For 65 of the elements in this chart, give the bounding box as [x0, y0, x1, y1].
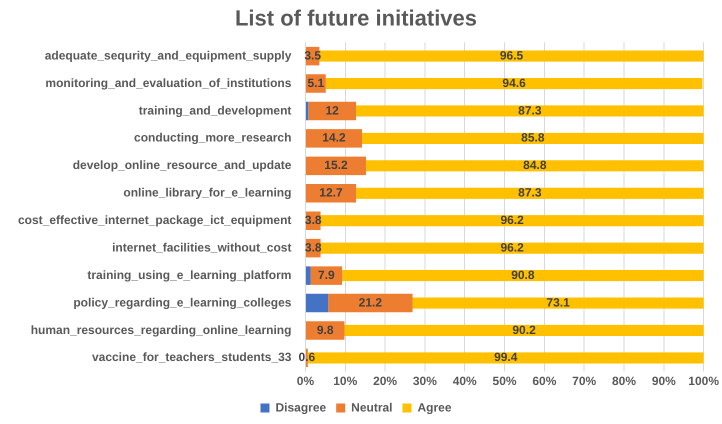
bar [319, 50, 704, 62]
x-tick-label: 60% [532, 374, 557, 388]
chart-title: List of future initiatives [234, 5, 478, 30]
y-tick-label: develop_online_resource_and_update [72, 158, 292, 172]
y-tick-label: human_resources_regarding_online_learning [30, 322, 292, 337]
y-tick-label: cost_effective_internet_package_ict_equipment [18, 213, 292, 228]
data-label: 87.3 [518, 103, 542, 118]
data-label: 21.2 [358, 295, 382, 310]
legend-label: Neutral [351, 400, 393, 414]
data-label: 90.2 [512, 322, 536, 337]
bar [366, 160, 704, 172]
x-tick-label: 20% [373, 374, 398, 388]
bar [356, 188, 704, 199]
data-label: 96.2 [500, 213, 524, 228]
data-label: 99.4 [494, 350, 518, 364]
x-tick-label: 40% [452, 374, 478, 388]
y-tick-label: policy_regarding_e_learning_colleges [73, 295, 292, 310]
y-tick-label: adequate_sequrity_and_equipment_supply [44, 48, 292, 62]
data-label: 12.7 [319, 186, 343, 200]
data-label: 14.2 [322, 130, 346, 145]
x-tick-label: 10% [333, 374, 358, 388]
data-label: 73.1 [546, 295, 570, 310]
y-tick-label: training_and_development [138, 103, 292, 118]
bar [306, 266, 311, 285]
data-label: 9.8 [316, 322, 334, 337]
x-tick-label: 90% [652, 374, 676, 388]
x-tick-label: 0% [296, 374, 314, 388]
bar [362, 132, 704, 144]
data-label: 96.5 [500, 48, 524, 62]
x-tick-label: 100% [688, 374, 720, 388]
bar [320, 215, 704, 226]
bar [320, 242, 704, 254]
bar [344, 324, 704, 336]
legend-label: Disagree [275, 400, 326, 414]
legend-label: Agree [418, 400, 452, 414]
bar [328, 294, 413, 312]
bar [326, 78, 702, 90]
bar [306, 184, 356, 203]
data-label: 96.2 [500, 240, 524, 254]
bar [306, 156, 366, 176]
bar [356, 105, 704, 117]
data-label: 5.1 [308, 76, 325, 90]
x-tick-label: 50% [492, 374, 517, 388]
y-tick-label: monitoring_and_evaluation_of_institutions [45, 76, 292, 90]
x-tick-label: 70% [572, 374, 597, 388]
x-tick-label: 30% [412, 374, 438, 388]
y-tick-label: conducting_more_research [134, 130, 292, 145]
data-label: 84.8 [523, 158, 547, 172]
y-tick-label: vaccine_for_teachers_students_33 [92, 350, 292, 364]
data-label: 15.2 [324, 158, 348, 172]
data-label: 12 [325, 103, 340, 118]
bar [412, 297, 704, 309]
y-tick-label: training_using_e_learning_platform [87, 268, 292, 282]
data-label: 90.8 [511, 268, 535, 282]
bar [308, 102, 356, 120]
y-tick-label: online_library_for_e_learning [123, 186, 292, 200]
data-label: 87.3 [518, 186, 542, 200]
y-tick-label: internet_facilities_without_cost [112, 240, 292, 254]
bar [306, 294, 328, 312]
data-label: 94.6 [502, 76, 526, 90]
data-label: 7.9 [318, 268, 336, 282]
bar [306, 129, 362, 148]
data-label: 85.8 [521, 130, 545, 145]
bar [342, 270, 704, 282]
x-tick-label: 80% [612, 374, 636, 388]
